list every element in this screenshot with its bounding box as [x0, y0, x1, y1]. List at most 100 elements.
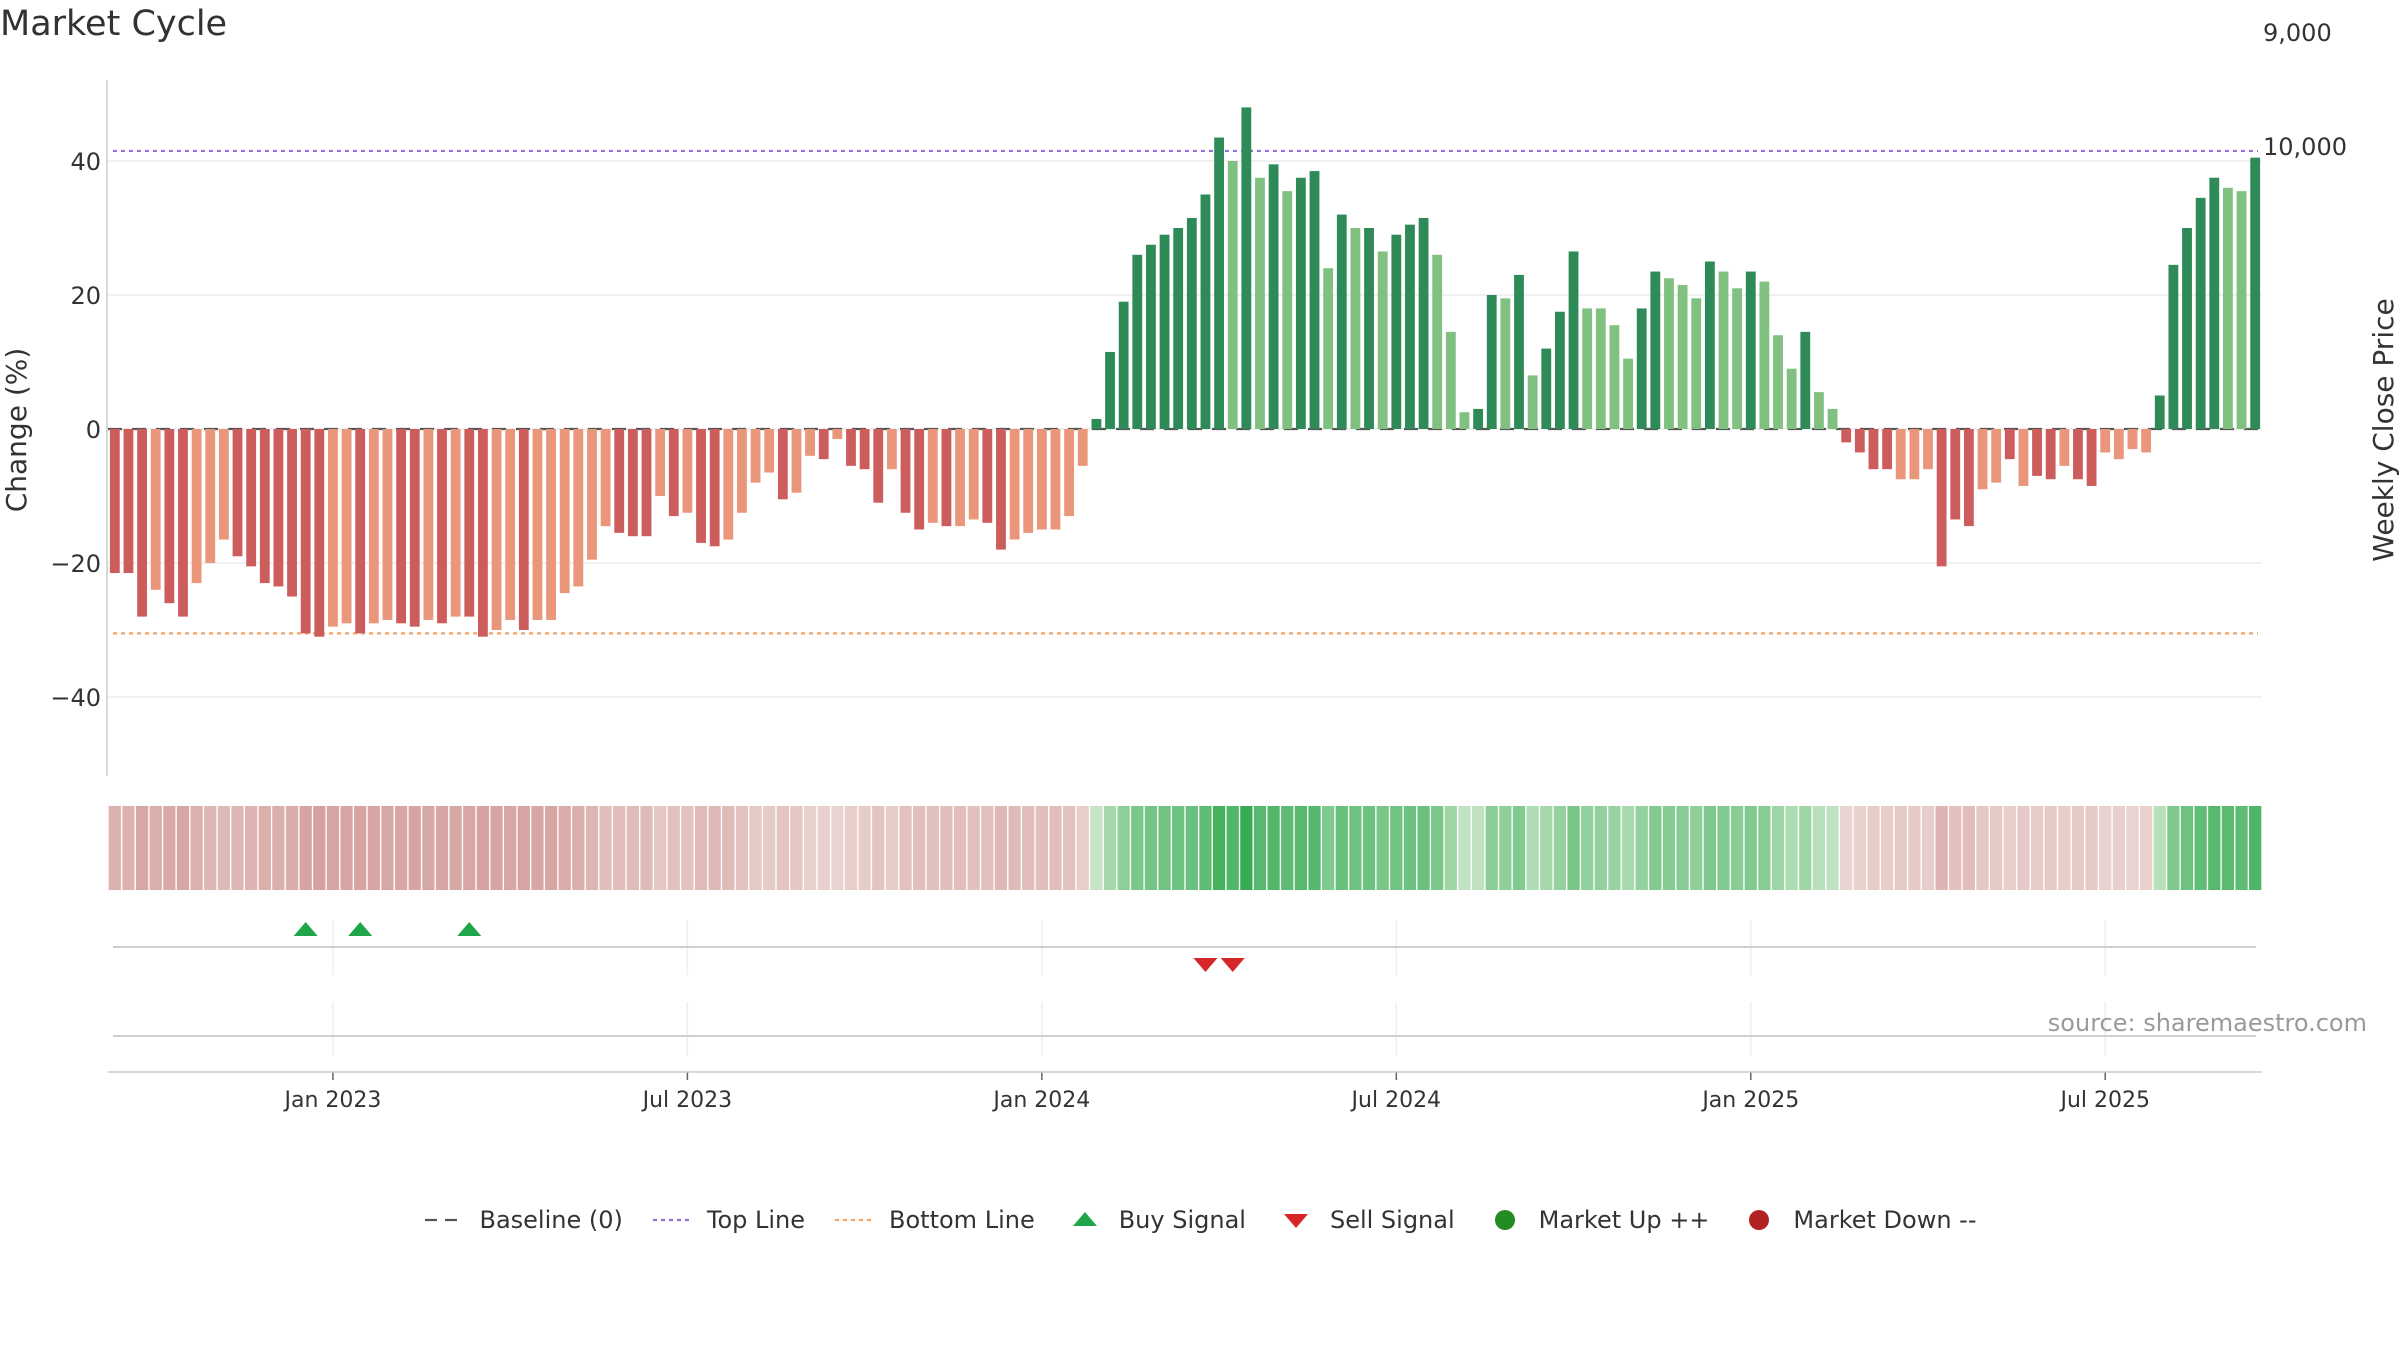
change-bar — [587, 429, 597, 560]
heat-cell — [504, 806, 517, 890]
change-bar — [573, 429, 584, 587]
heat-cell — [899, 806, 912, 890]
heat-cell — [1840, 806, 1853, 890]
heat-cell — [340, 806, 353, 890]
change-bar — [1295, 177, 1306, 429]
change-bar — [668, 429, 679, 517]
change-bar — [355, 429, 366, 634]
heat-cell — [1512, 806, 1526, 890]
change-bar — [1691, 298, 1702, 429]
heat-cell — [1690, 806, 1703, 890]
change-bar — [1854, 429, 1865, 453]
heat-cell — [190, 806, 203, 890]
legend-item-sell: Sell Signal — [1274, 1206, 1455, 1234]
change-bar — [982, 429, 993, 523]
change-bar — [246, 429, 257, 567]
heat-cell — [1008, 806, 1021, 890]
change-bar — [1023, 429, 1034, 533]
heat-cell — [231, 806, 244, 890]
heat-cell — [599, 806, 612, 890]
heat-cell — [1294, 806, 1308, 890]
heat-cell — [1308, 806, 1321, 890]
heat-cell — [1390, 806, 1403, 890]
change-bar — [505, 429, 516, 620]
heat-cell — [1076, 806, 1089, 890]
change-bar — [491, 429, 502, 630]
change-bar — [1786, 368, 1797, 429]
heat-cell — [1649, 806, 1662, 890]
heat-cell — [1117, 806, 1130, 890]
change-bar — [1159, 234, 1170, 429]
heat-cell — [1131, 806, 1144, 890]
change-bar — [1800, 331, 1811, 429]
change-bar — [1527, 375, 1538, 429]
heat-cell — [2235, 806, 2248, 890]
change-bar — [968, 429, 979, 520]
change-bar — [1091, 418, 1102, 429]
y-tick-label: −40 — [50, 684, 101, 712]
heat-cell — [1212, 806, 1226, 890]
triangle-down-icon — [1274, 1208, 1318, 1232]
change-bar — [2032, 429, 2042, 476]
heat-cell — [572, 806, 585, 890]
change-bar — [1582, 308, 1593, 429]
dotted-line-icon — [651, 1208, 695, 1232]
heat-cell — [435, 806, 449, 890]
change-bar — [1923, 429, 1933, 470]
heat-cell — [1608, 806, 1621, 890]
change-bar — [464, 429, 475, 617]
change-bar — [1364, 228, 1374, 429]
change-bar — [2236, 191, 2247, 429]
heat-cell — [1485, 806, 1498, 890]
heat-strip — [108, 806, 2262, 890]
heat-cell — [299, 806, 312, 890]
legend-item-market-up: Market Up ++ — [1483, 1206, 1709, 1234]
change-bar — [750, 429, 761, 483]
source-note: source: sharemaestro.com — [2047, 1009, 2367, 1037]
change-bar — [832, 429, 843, 440]
change-bar — [1636, 308, 1647, 429]
dotted-line-icon — [833, 1208, 877, 1232]
heat-cell — [872, 806, 885, 890]
heat-cell — [2030, 806, 2044, 890]
dashed-line-icon — [423, 1208, 467, 1232]
y-tick-label: 0 — [86, 416, 101, 444]
heat-cell — [1553, 806, 1567, 890]
heat-cell — [1880, 806, 1894, 890]
heat-cell — [408, 806, 421, 890]
heat-cell — [790, 806, 803, 890]
heat-cell — [667, 806, 680, 890]
change-bar — [368, 429, 379, 624]
change-bar — [1268, 164, 1279, 429]
heat-cell — [463, 806, 476, 890]
heat-cell — [1458, 806, 1471, 890]
change-bar — [1336, 214, 1347, 429]
heat-cell — [1703, 806, 1717, 890]
change-bar — [423, 429, 434, 620]
change-bar — [1118, 301, 1129, 429]
heat-cell — [940, 806, 953, 890]
change-bar — [328, 429, 338, 627]
change-bar — [1814, 392, 1824, 429]
change-bar — [1445, 331, 1456, 429]
change-bar — [614, 429, 625, 533]
change-bar — [818, 429, 829, 460]
heat-cell — [885, 806, 899, 890]
heat-cell — [326, 806, 340, 890]
heat-cell — [1103, 806, 1117, 890]
change-bar — [2100, 429, 2111, 453]
heat-cell — [1172, 806, 1185, 890]
heat-cell — [1322, 806, 1335, 890]
change-bar — [382, 429, 393, 620]
change-bar — [2073, 429, 2083, 480]
heat-cell — [2044, 806, 2057, 890]
heat-cell — [981, 806, 994, 890]
change-bar — [137, 429, 147, 617]
heat-cell — [1403, 806, 1417, 890]
change-bar — [1200, 194, 1211, 429]
heat-cell — [2249, 806, 2262, 890]
sell-signal-marker — [1193, 958, 1218, 972]
change-bar — [709, 429, 720, 547]
y-tick-label: 20 — [70, 282, 101, 310]
heat-cell — [844, 806, 858, 890]
